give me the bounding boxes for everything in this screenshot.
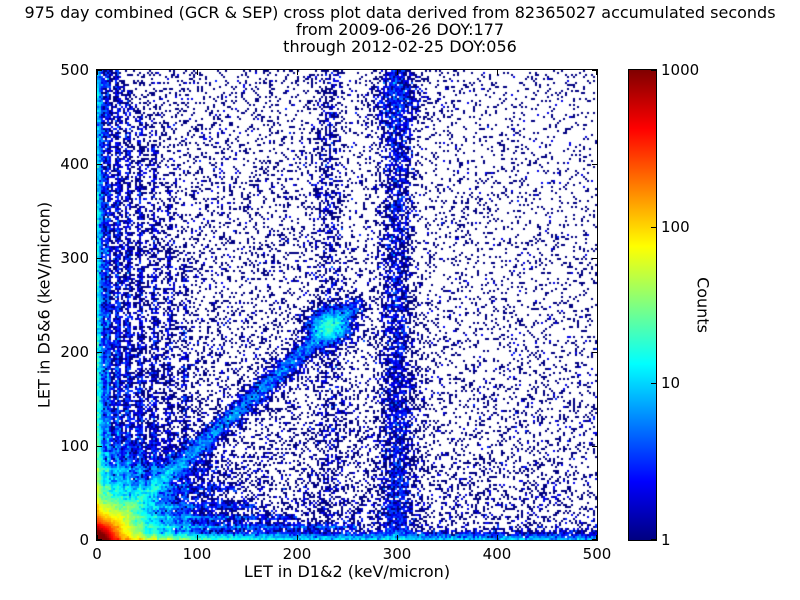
y-tick-label: 500 bbox=[60, 61, 89, 79]
x-tick-label: 200 bbox=[282, 545, 312, 563]
x-tick-mark bbox=[197, 535, 198, 540]
y-axis-label: LET in D5&6 (keV/micron) bbox=[34, 201, 54, 409]
x-tick-mark-top bbox=[596, 70, 597, 75]
x-tick-mark-top bbox=[197, 70, 198, 75]
x-axis-label: LET in D1&2 (keV/micron) bbox=[243, 562, 451, 581]
plot-area bbox=[96, 69, 598, 541]
x-tick-label: 100 bbox=[182, 545, 212, 563]
y-tick-label: 400 bbox=[60, 155, 89, 173]
y-tick-mark bbox=[97, 539, 102, 540]
title-line-2: from 2009-06-26 DOY:177 bbox=[295, 20, 504, 39]
x-tick-label: 0 bbox=[92, 545, 102, 563]
y-tick-label: 300 bbox=[60, 249, 89, 267]
y-tick-mark-right bbox=[592, 539, 597, 540]
y-tick-mark bbox=[97, 164, 102, 165]
x-tick-label: 300 bbox=[382, 545, 412, 563]
scatter-density-canvas bbox=[97, 70, 597, 540]
colorbar-tick-mark bbox=[651, 539, 656, 540]
colorbar-tick-mark bbox=[651, 383, 656, 385]
colorbar-tick-label: 1000 bbox=[661, 61, 700, 79]
colorbar bbox=[628, 69, 657, 541]
title-line-1: 975 day combined (GCR & SEP) cross plot … bbox=[24, 3, 776, 22]
x-tick-mark-top bbox=[397, 70, 398, 75]
colorbar-tick-mark bbox=[651, 70, 656, 71]
colorbar-tick-label: 1 bbox=[661, 531, 671, 549]
colorbar-tick-mark bbox=[651, 226, 656, 228]
axis-ticks bbox=[97, 70, 597, 540]
x-tick-mark bbox=[297, 535, 298, 540]
colorbar-tick-label: 100 bbox=[661, 217, 690, 236]
x-tick-mark bbox=[97, 535, 98, 540]
chart-title: 975 day combined (GCR & SEP) cross plot … bbox=[0, 4, 800, 55]
y-tick-mark-right bbox=[592, 446, 597, 447]
x-tick-mark bbox=[497, 535, 498, 540]
x-tick-mark bbox=[397, 535, 398, 540]
colorbar-label: Counts bbox=[693, 277, 713, 333]
y-tick-mark-right bbox=[592, 164, 597, 165]
y-tick-mark bbox=[97, 352, 102, 353]
y-tick-label: 0 bbox=[79, 531, 89, 549]
y-tick-label: 200 bbox=[60, 343, 89, 361]
y-tick-mark-right bbox=[592, 352, 597, 353]
colorbar-tick-label: 10 bbox=[661, 374, 681, 393]
y-tick-mark-right bbox=[592, 70, 597, 71]
y-tick-mark bbox=[97, 70, 102, 71]
y-tick-label: 100 bbox=[60, 437, 89, 455]
x-tick-label: 500 bbox=[582, 545, 612, 563]
x-tick-mark-top bbox=[497, 70, 498, 75]
y-tick-mark-right bbox=[592, 258, 597, 259]
x-tick-mark bbox=[596, 535, 597, 540]
y-tick-mark bbox=[97, 258, 102, 259]
x-tick-mark-top bbox=[97, 70, 98, 75]
title-line-3: through 2012-02-25 DOY:056 bbox=[283, 37, 517, 56]
x-tick-mark-top bbox=[297, 70, 298, 75]
y-tick-mark bbox=[97, 446, 102, 447]
x-tick-label: 400 bbox=[482, 545, 512, 563]
